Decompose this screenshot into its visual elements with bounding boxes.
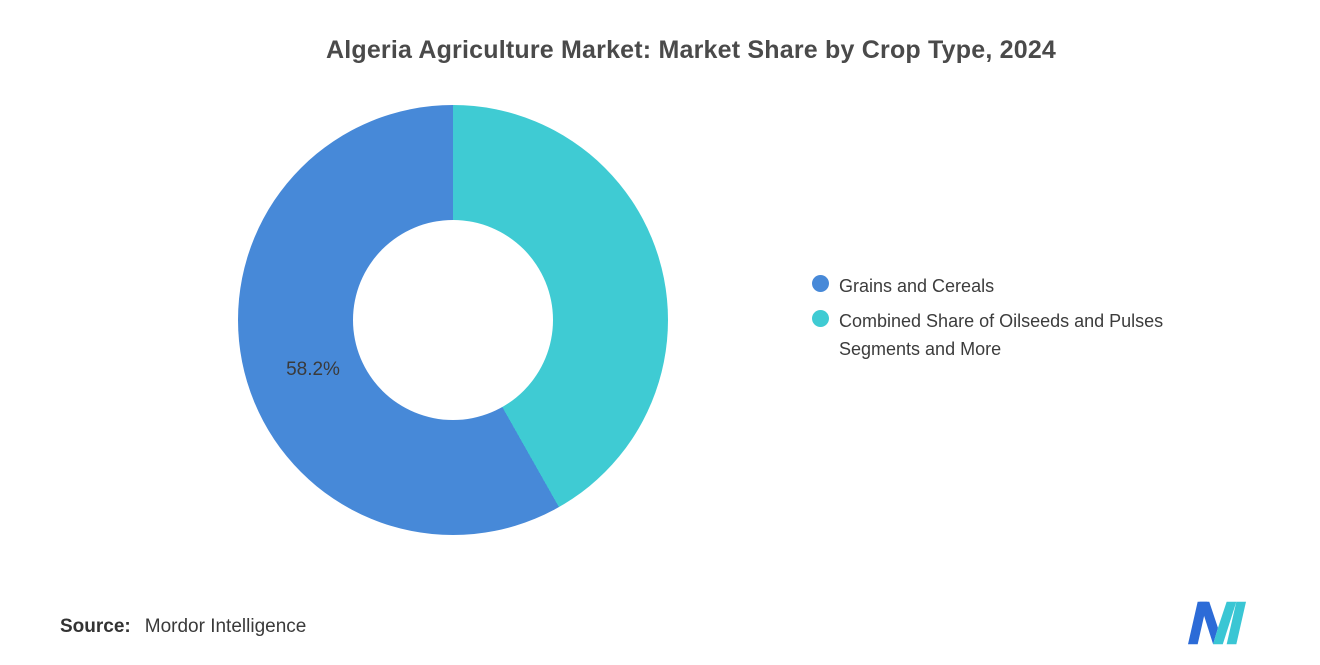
chart-title: Algeria Agriculture Market: Market Share… (325, 36, 1057, 64)
legend-swatch-oilseeds-icon (812, 310, 829, 327)
legend-item-oilseeds: Combined Share of Oilseeds and Pulses Se… (812, 307, 1189, 363)
source-line: Source: Mordor Intelligence (60, 616, 306, 638)
legend-item-grains: Grains and Cereals (812, 272, 1189, 300)
legend-label-grains: Grains and Cereals (839, 276, 995, 296)
legend-label-oilseeds: Combined Share of Oilseeds and Pulses Se… (839, 311, 1164, 359)
donut-chart: 58.2% (238, 105, 668, 535)
source-label: Source: (60, 616, 131, 637)
slice-percentage-label: 58.2% (286, 359, 340, 380)
source-value: Mordor Intelligence (144, 616, 307, 637)
donut-hole (353, 220, 553, 420)
mordor-intelligence-logo (1188, 597, 1246, 649)
legend-swatch-grains-icon (812, 275, 829, 292)
mordor-logo-mark-icon (1188, 601, 1246, 645)
legend: Grains and Cereals Combined Share of Oil… (812, 272, 1189, 363)
